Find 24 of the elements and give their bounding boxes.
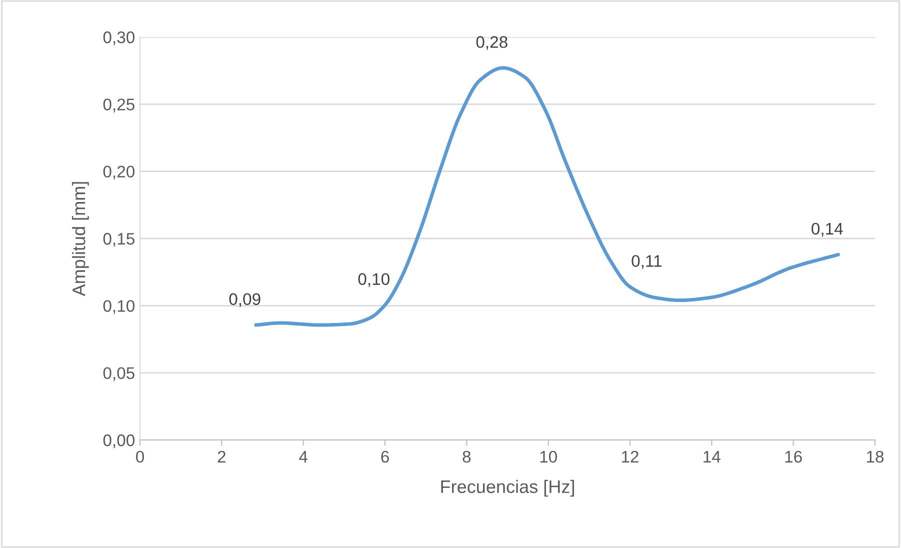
data-label: 0,10 [358,273,390,288]
x-tick-label: 18 [867,450,884,463]
y-tick-label: 0,10 [103,300,134,314]
y-tick-label: 0,15 [103,232,134,247]
data-label: 0,09 [229,293,260,308]
y-tick-label: 0,30 [103,31,134,46]
x-tick-label: 4 [299,451,308,462]
x-tick-label: 8 [462,450,471,463]
y-tick-label: 0,20 [103,166,134,180]
x-tick-label: 14 [704,451,720,462]
data-label: 0,28 [476,36,508,50]
data-label: 0,14 [812,222,843,237]
data-label: 0,11 [632,255,662,269]
y-tick-label: 0,05 [103,367,134,382]
x-tick-label: 16 [785,450,802,463]
x-tick-label: 10 [540,450,557,463]
x-tick-label: 12 [622,450,638,462]
y-tick-label: 0,00 [103,434,134,448]
y-axis-title: Amplitud [mm] [72,182,89,296]
y-tick-label: 0,25 [103,98,134,112]
x-tick-label: 2 [218,450,226,462]
x-tick-label: 0 [136,450,144,463]
x-tick-label: 6 [381,450,389,463]
x-axis-title: Frecuencias [Hz] [441,480,574,497]
